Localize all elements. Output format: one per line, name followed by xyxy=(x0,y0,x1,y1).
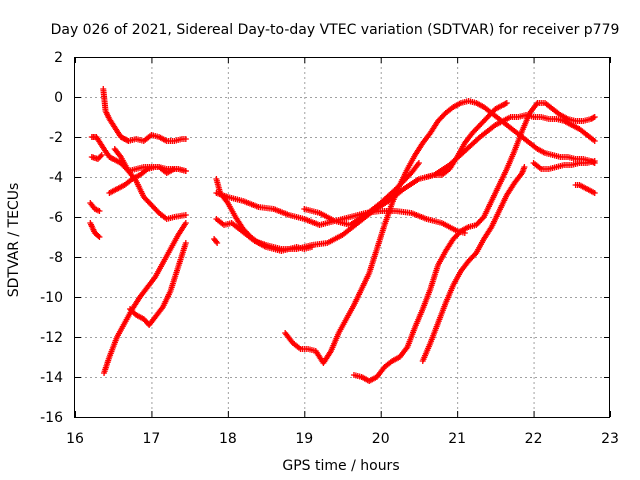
data-point xyxy=(95,233,102,239)
plot-frame xyxy=(74,57,610,418)
data-point xyxy=(182,220,189,226)
y-tick-label: -16 xyxy=(40,410,63,426)
data-point xyxy=(479,215,486,222)
y-tick-label: 2 xyxy=(54,50,63,66)
series-arc-10 xyxy=(213,190,468,236)
x-tick-label: 20 xyxy=(372,431,390,447)
y-tick-label: -4 xyxy=(49,170,63,186)
data-point xyxy=(182,168,189,174)
data-point xyxy=(591,190,598,196)
y-tick-label: 0 xyxy=(54,90,63,106)
x-tick-label: 17 xyxy=(143,431,161,447)
data-point xyxy=(591,114,598,120)
series-arc-5 xyxy=(106,164,189,196)
data-point xyxy=(182,136,189,142)
x-tick-label: 23 xyxy=(601,431,619,447)
series-arc-20 xyxy=(572,182,598,196)
data-point xyxy=(182,240,189,246)
series-arc-19 xyxy=(530,158,598,172)
data-point xyxy=(471,251,478,258)
data-point xyxy=(98,152,105,158)
x-tick-label: 21 xyxy=(448,431,466,447)
data-point xyxy=(591,138,598,144)
y-tick-label: -12 xyxy=(40,330,63,346)
series-arc-16 xyxy=(282,98,598,366)
data-point xyxy=(182,212,189,218)
data-point xyxy=(214,240,221,246)
x-axis-label: GPS time / hours xyxy=(282,458,399,474)
series-arc-6 xyxy=(87,200,103,214)
y-tick-label: -6 xyxy=(49,210,63,226)
x-tick-label: 22 xyxy=(525,431,543,447)
series-arc-18 xyxy=(419,164,528,364)
series-arc-3 xyxy=(88,152,105,162)
data-point xyxy=(96,208,103,214)
data-point xyxy=(415,160,422,166)
series-arc-15 xyxy=(423,100,510,180)
chart-title: Day 026 of 2021, Sidereal Day-to-day VTE… xyxy=(51,22,620,38)
y-tick-label: -14 xyxy=(40,370,63,386)
series-arc-14 xyxy=(301,160,422,228)
x-tick-label: 18 xyxy=(219,431,237,447)
series-arc-7 xyxy=(87,220,103,240)
data-point xyxy=(590,114,597,121)
series-arc-17 xyxy=(350,100,598,384)
data-point xyxy=(116,152,123,159)
series-arc-9 xyxy=(127,240,189,328)
data-point xyxy=(502,100,509,107)
data-point xyxy=(97,153,104,160)
data-point xyxy=(591,158,598,164)
data-marks xyxy=(87,86,598,384)
y-tick-label: -10 xyxy=(40,290,63,306)
x-tick-label: 16 xyxy=(66,431,84,447)
data-point xyxy=(521,164,528,170)
series-arc-13 xyxy=(211,236,221,246)
data-point xyxy=(503,100,510,106)
series-arc-8 xyxy=(101,220,189,376)
series-arc-2 xyxy=(100,86,189,144)
data-point xyxy=(96,234,103,240)
x-tick-label: 19 xyxy=(295,431,313,447)
y-tick-label: -2 xyxy=(49,130,63,146)
data-point xyxy=(213,238,220,245)
y-axis-label: SDTVAR / TECUs xyxy=(6,183,22,298)
y-tick-label: -8 xyxy=(49,250,63,266)
